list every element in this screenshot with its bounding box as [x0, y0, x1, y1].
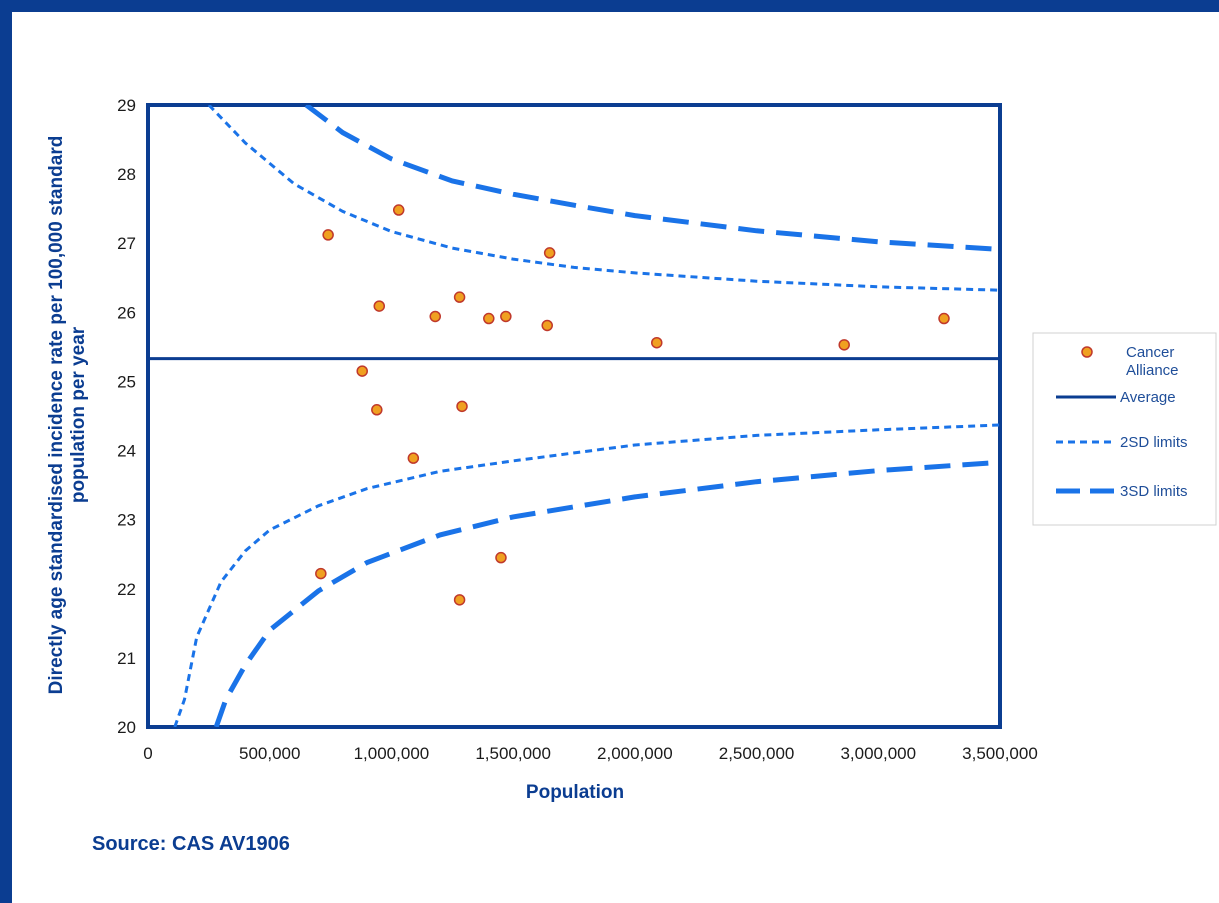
- y-tick-label: 20: [117, 718, 136, 737]
- y-tick-label: 28: [117, 165, 136, 184]
- y-axis-title-line: Directly age standardised incidence rate…: [46, 136, 67, 695]
- data-point: [407, 452, 420, 464]
- x-axis-title: Population: [526, 782, 624, 803]
- x-tick-label: 500,000: [239, 744, 300, 763]
- y-tick-label: 22: [117, 580, 136, 599]
- data-point: [651, 336, 663, 349]
- upper-2sd-line: [207, 105, 1000, 292]
- y-tick-label: 21: [117, 649, 136, 668]
- limit-lines: [148, 105, 1000, 727]
- x-tick-label: 2,500,000: [719, 744, 795, 763]
- legend-label: 2SD limits: [1120, 434, 1188, 451]
- y-axis-title-line: population per year: [68, 326, 89, 503]
- data-point: [373, 300, 386, 312]
- data-point: [429, 310, 441, 323]
- x-tick-label: 2,000,000: [597, 744, 673, 763]
- data-points: [315, 204, 950, 606]
- y-tick-label: 26: [117, 303, 136, 322]
- data-point: [392, 204, 405, 216]
- data-point: [938, 312, 950, 325]
- y-tick-label: 27: [117, 234, 136, 253]
- x-tick-label: 3,000,000: [840, 744, 916, 763]
- lower-2sd-line: [173, 423, 1000, 727]
- source-note: Source: CAS AV1906: [92, 833, 290, 855]
- data-point: [541, 319, 553, 332]
- data-point: [543, 247, 556, 259]
- data-point: [356, 365, 368, 377]
- legend-label: 3SD limits: [1120, 483, 1188, 500]
- data-point: [453, 291, 466, 303]
- x-tick-label: 1,000,000: [354, 744, 430, 763]
- x-tick-label: 0: [143, 744, 152, 763]
- legend-label: Cancer Alliance: [1126, 344, 1179, 379]
- x-tick-label: 1,500,000: [475, 744, 551, 763]
- tick-labels: 0 500,000 1,000,000 1,500,000 2,000,000 2,500…: [117, 96, 1038, 763]
- y-tick-label: 25: [117, 372, 136, 391]
- legend-label-line: Cancer: [1126, 344, 1174, 361]
- data-point: [322, 229, 334, 241]
- legend-label-line: Alliance: [1126, 362, 1179, 379]
- plot-border: [146, 103, 1002, 729]
- data-point: [500, 310, 512, 323]
- lower-3sd-line: [213, 459, 1000, 727]
- data-point: [483, 312, 495, 325]
- y-tick-label: 23: [117, 511, 136, 530]
- data-point: [456, 400, 468, 413]
- y-tick-label: 29: [117, 96, 136, 115]
- legend-label: Average: [1120, 389, 1176, 406]
- legend-marker-point: [1081, 346, 1093, 358]
- y-axis-title: Directly age standardised incidence rate…: [46, 136, 89, 695]
- data-point: [315, 567, 327, 580]
- upper-3sd-line: [304, 105, 1000, 252]
- data-point: [371, 404, 383, 416]
- x-tick-label: 3,500,000: [962, 744, 1038, 763]
- legend: Cancer Alliance Average 2SD limits 3SD limit…: [1032, 332, 1217, 526]
- plot-area: [146, 103, 1002, 729]
- y-tick-label: 24: [117, 442, 136, 461]
- data-point: [453, 594, 466, 606]
- data-point: [838, 339, 850, 351]
- data-point: [495, 551, 507, 564]
